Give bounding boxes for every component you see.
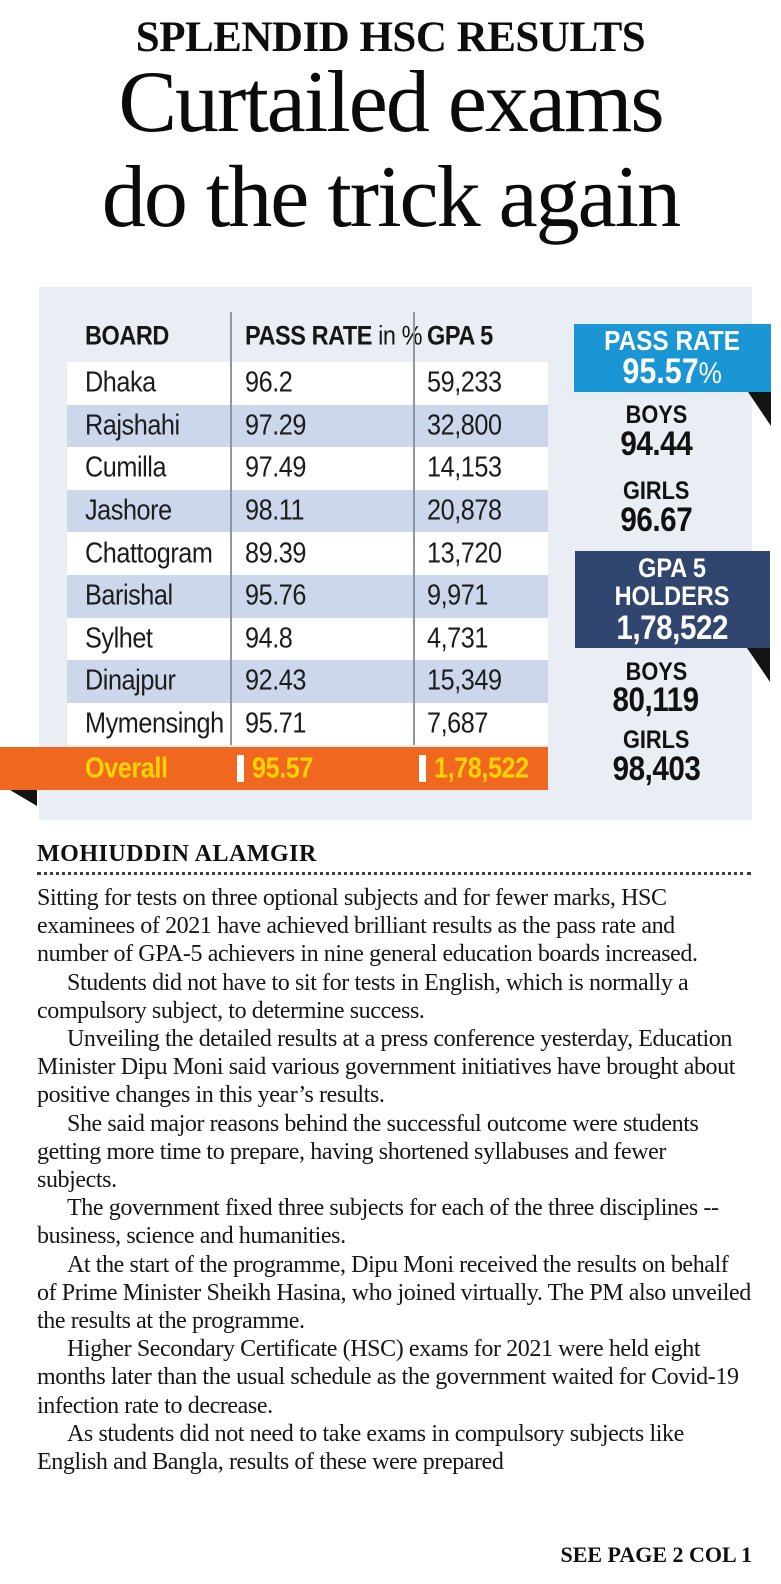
- pass-rate-box-value: 95.57%: [622, 351, 723, 391]
- gpa5-box-value: 1,78,522: [616, 608, 729, 647]
- board-name: Barishal: [85, 579, 173, 612]
- board-name: Chattogram: [85, 537, 213, 570]
- paragraph: As students did not need to take exams i…: [37, 1420, 684, 1476]
- table-row: Sylhet 94.8 4,731: [67, 617, 548, 661]
- gpa5-girls-value: 98,403: [612, 750, 700, 788]
- gpa5-value: 4,731: [427, 622, 488, 655]
- table-row: Dhaka 96.2 59,233: [67, 362, 548, 405]
- paragraph: The government fixed three subjects for …: [37, 1195, 719, 1250]
- tick-divider-icon: [237, 755, 244, 782]
- gpa5-box-title-line1: GPA 5: [638, 552, 707, 583]
- board-name: Rajshahi: [85, 409, 180, 442]
- gpa5-boys-label: BOYS: [625, 658, 687, 686]
- percent-sign: %: [698, 356, 723, 390]
- overall-pass-rate: 95.57: [252, 752, 313, 784]
- main-headline: Curtailed exams do the trick again: [0, 55, 781, 245]
- paragraph: At the start of the programme, Dipu Moni…: [37, 1251, 751, 1335]
- paragraph: Students did not have to sit for tests i…: [37, 969, 689, 1024]
- table-row: Mymensingh 95.71 7,687: [67, 702, 548, 746]
- board-name: Dhaka: [85, 366, 156, 399]
- headline-line-2: do the trick again: [101, 149, 681, 246]
- board-name: Jashore: [85, 494, 172, 527]
- column-header-pass-rate-unit: in %: [372, 320, 423, 351]
- pass-rate-box: PASS RATE 95.57%: [574, 324, 771, 392]
- board-name: Dinajpur: [85, 664, 176, 697]
- paragraph: Sitting for tests on three optional subj…: [37, 885, 698, 968]
- table-header-row: BOARD PASS RATE in % GPA 5: [67, 310, 548, 362]
- corner-fold-icon: [10, 790, 37, 806]
- gpa5-value: 20,878: [427, 494, 502, 527]
- board-name: Sylhet: [85, 622, 153, 655]
- column-header-pass-rate: PASS RATE in %: [245, 320, 423, 351]
- gpa5-value: 32,800: [427, 409, 502, 442]
- continuation-note: SEE PAGE 2 COL 1: [560, 1542, 752, 1567]
- article-body: Sitting for tests on three optional subj…: [37, 884, 751, 1476]
- pass-girls-label: GIRLS: [622, 477, 690, 505]
- gpa5-value: 9,971: [427, 579, 488, 612]
- board-name: Mymensingh: [85, 707, 224, 740]
- kicker-title: SPLENDID HSC RESULTS: [135, 14, 646, 61]
- pass-rate-value: 97.29: [245, 409, 306, 442]
- gpa5-holders-box: GPA 5 HOLDERS 1,78,522: [575, 551, 770, 648]
- overall-gpa5: 1,78,522: [434, 752, 529, 784]
- column-header-gpa5: GPA 5: [427, 320, 493, 351]
- table-row: Dinajpur 92.43 15,349: [67, 660, 548, 703]
- pass-rate-value: 89.39: [245, 537, 306, 570]
- gpa5-value: 7,687: [427, 707, 488, 740]
- paragraph: She said major reasons behind the succes…: [37, 1110, 699, 1194]
- pass-rate-value: 94.8: [245, 622, 293, 655]
- table-row: Rajshahi 97.29 32,800: [67, 404, 548, 448]
- pass-girls-value: 96.67: [620, 501, 692, 539]
- paragraph: Unveiling the detailed results at a pres…: [37, 1026, 736, 1109]
- pass-rate-box-title: PASS RATE: [604, 324, 741, 356]
- gpa5-value: 15,349: [427, 664, 502, 697]
- pass-rate-value: 96.2: [245, 366, 293, 399]
- overall-row: Overall 95.57 1,78,522: [0, 747, 548, 790]
- gpa5-value: 14,153: [427, 451, 502, 484]
- column-divider: [230, 312, 232, 745]
- pass-rate-value: 98.11: [245, 494, 305, 527]
- column-header-board: BOARD: [85, 320, 169, 351]
- board-name: Cumilla: [85, 451, 167, 484]
- table-row: Cumilla 97.49 14,153: [67, 447, 548, 490]
- table-row: Chattogram 89.39 13,720: [67, 532, 548, 575]
- gpa5-value: 13,720: [427, 537, 502, 570]
- gpa5-girls-label: GIRLS: [622, 726, 690, 754]
- column-divider: [413, 312, 415, 745]
- table-row: Barishal 95.76 9,971: [67, 574, 548, 618]
- table-row: Jashore 98.11 20,878: [67, 489, 548, 533]
- gpa5-box-title-line2: HOLDERS: [615, 580, 730, 611]
- headline-line-1: Curtailed exams: [118, 54, 664, 151]
- pass-rate-value: 95.76: [245, 579, 306, 612]
- byline: MOHIUDDIN ALAMGIR: [37, 841, 317, 867]
- paragraph: Higher Secondary Certificate (HSC) exams…: [37, 1336, 739, 1419]
- gpa5-value: 59,233: [427, 366, 502, 399]
- pass-boys-label: BOYS: [625, 401, 687, 429]
- results-table: Dhaka 96.2 59,233 Rajshahi 97.29 32,800 …: [67, 362, 548, 746]
- pass-rate-value: 92.43: [245, 664, 306, 697]
- overall-label: Overall: [85, 752, 168, 784]
- pass-boys-value: 94.44: [620, 425, 692, 463]
- pass-rate-value: 95.71: [245, 707, 306, 740]
- tick-divider-icon: [419, 755, 426, 782]
- pass-rate-value: 97.49: [245, 451, 306, 484]
- dotted-divider: [37, 872, 751, 875]
- gpa5-boys-value: 80,119: [612, 681, 700, 719]
